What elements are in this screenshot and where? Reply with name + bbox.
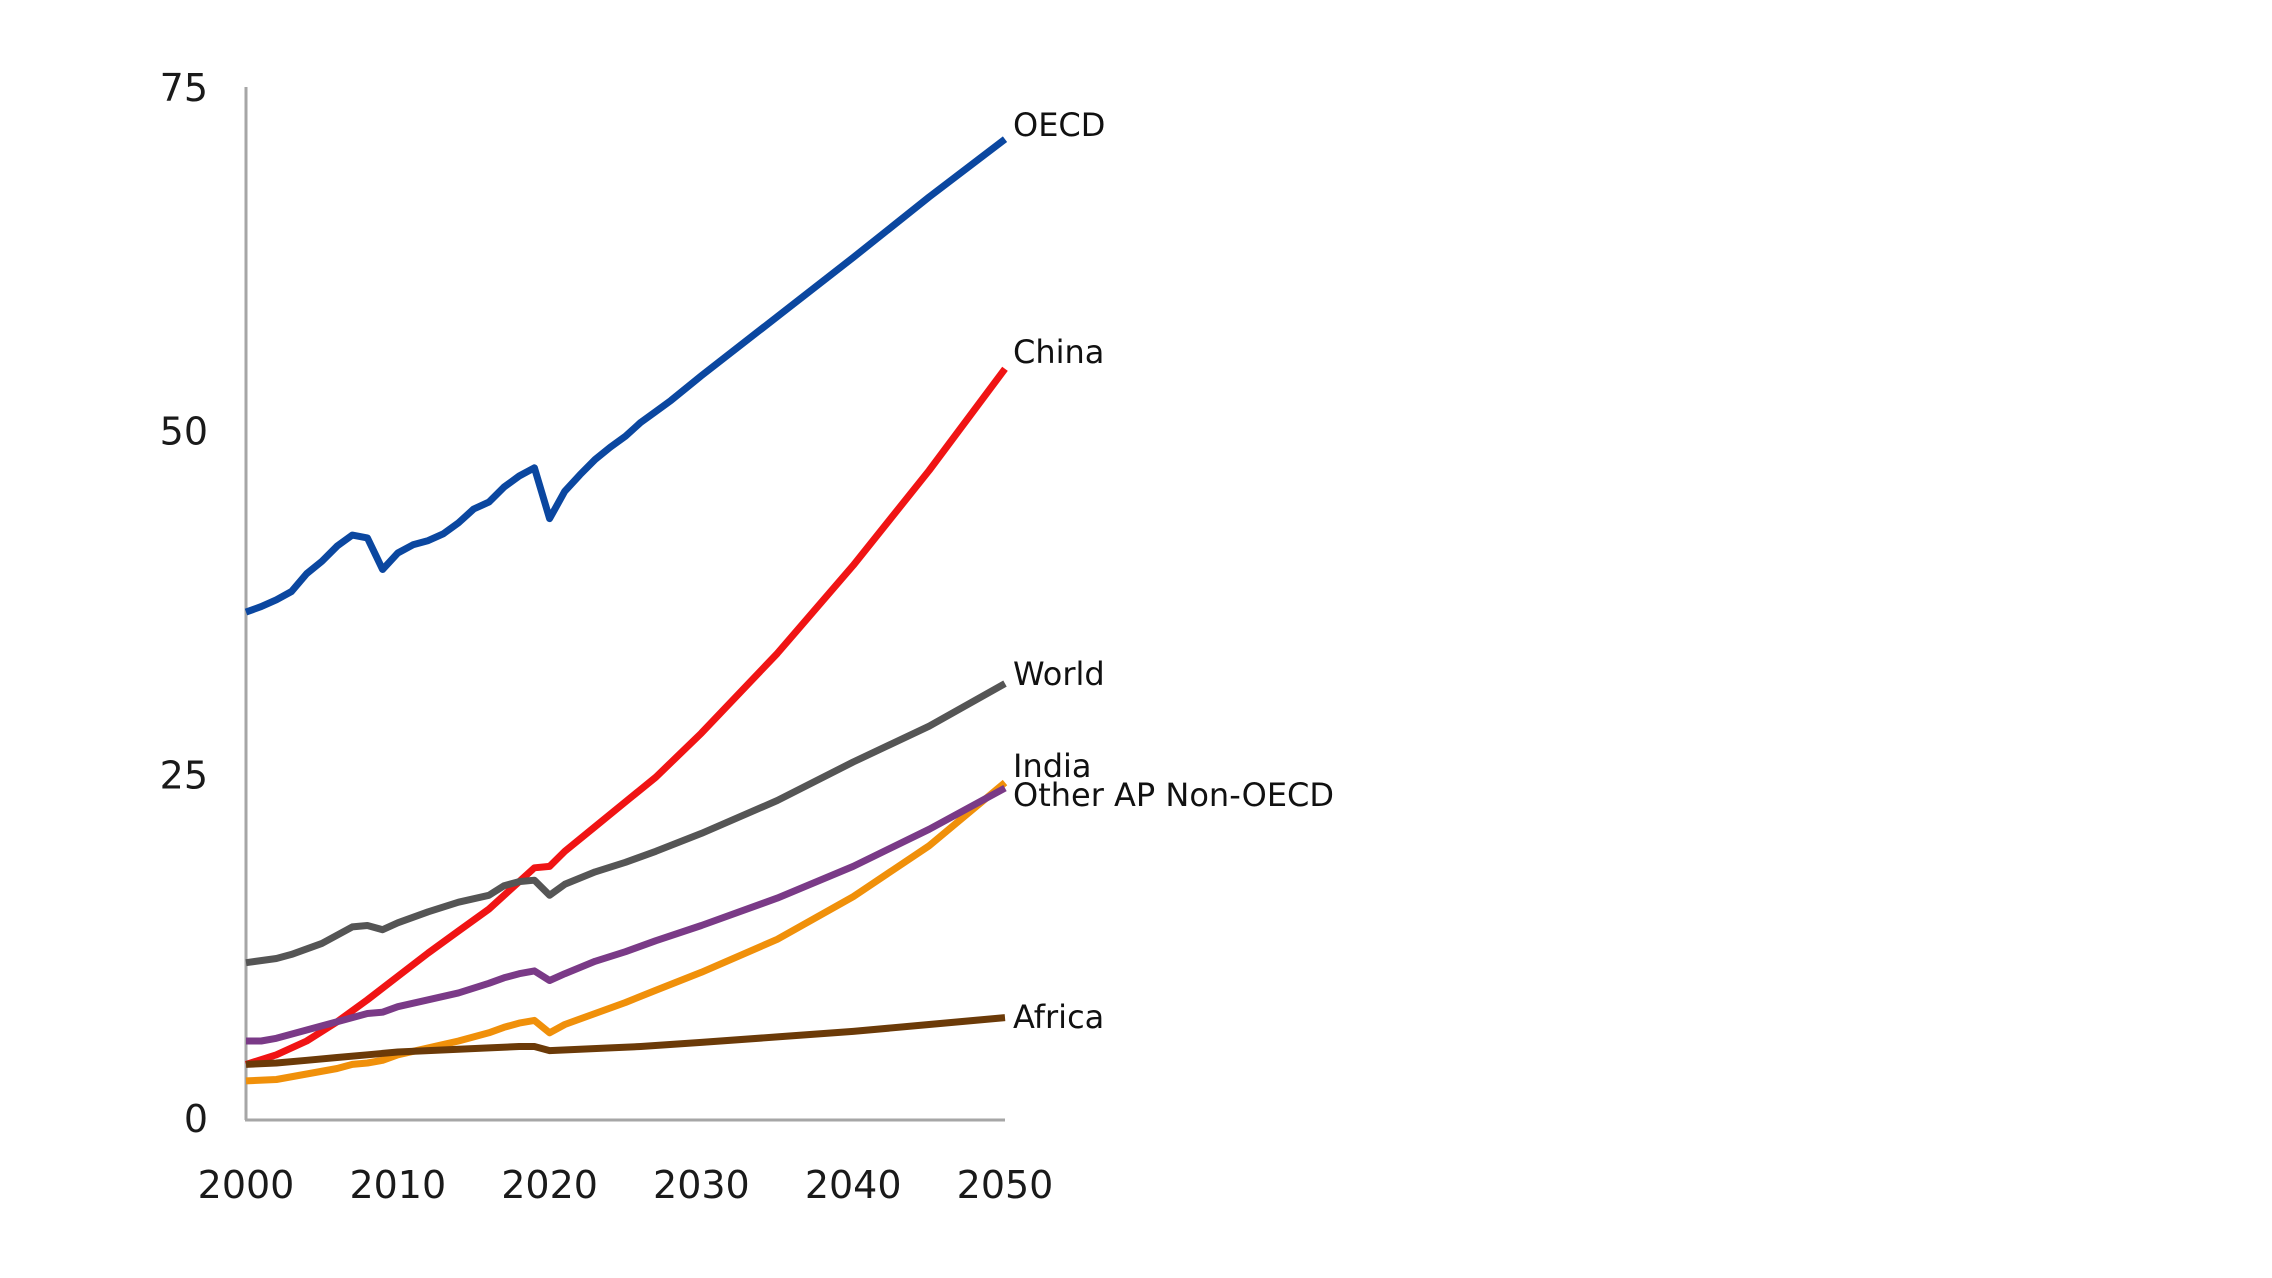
x-axis-ticks: 2000 2010 2020 2030 2040 2050 <box>198 1163 1054 1207</box>
y-tick-label: 25 <box>160 753 208 797</box>
series-group <box>244 136 1008 1085</box>
series-line-oecd <box>244 136 1008 616</box>
series-label: Other AP Non-OECD <box>1013 776 1334 814</box>
x-tick-label: 2050 <box>957 1163 1054 1207</box>
series-label: OECD <box>1013 106 1105 144</box>
series-line-china <box>244 366 1008 1068</box>
series-label: China <box>1013 333 1104 371</box>
series-label: World <box>1013 655 1105 693</box>
y-tick-label: 0 <box>184 1097 208 1141</box>
series-line-africa <box>245 1014 1006 1068</box>
series-line-other-ap-non-oecd <box>246 785 1007 1045</box>
y-tick-label: 50 <box>160 410 208 454</box>
y-axis-ticks: 0 25 50 75 <box>160 66 208 1141</box>
series-line-world <box>245 680 1007 967</box>
x-tick-label: 2040 <box>805 1163 902 1207</box>
x-tick-label: 2010 <box>349 1163 446 1207</box>
series-label: India <box>1013 747 1092 785</box>
x-tick-label: 2020 <box>501 1163 598 1207</box>
x-tick-label: 2000 <box>198 1163 295 1207</box>
x-tick-label: 2030 <box>653 1163 750 1207</box>
y-tick-label: 75 <box>160 66 208 110</box>
series-label: Africa <box>1013 998 1104 1036</box>
series-line-india <box>245 779 1008 1085</box>
